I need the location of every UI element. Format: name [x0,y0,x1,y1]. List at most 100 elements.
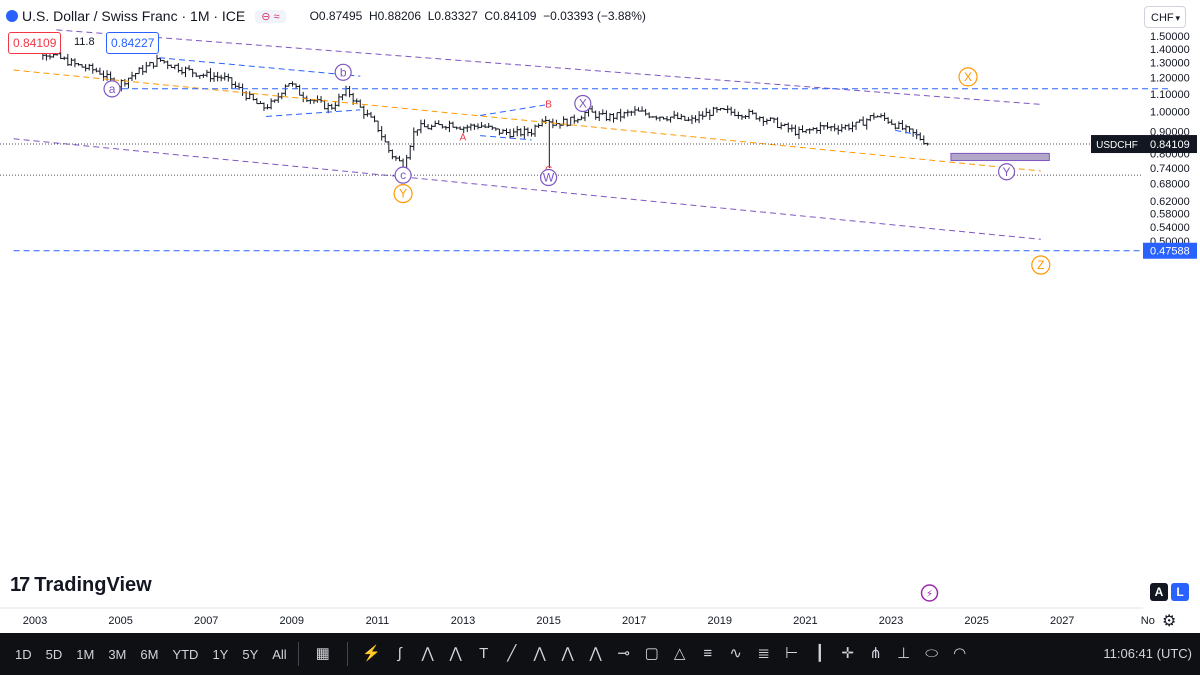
plot-area [0,0,1143,608]
triangle-icon[interactable]: △ [673,645,686,662]
price-chart[interactable]: abcYABCWXXYZ 1.500001.400001.300001.2000… [0,0,1200,633]
ohlc-high: H0.88206 [368,9,422,23]
arc-icon[interactable]: ◠ [953,645,967,662]
gear-icon[interactable]: ⚙ [1162,613,1177,630]
wave-tool-icon[interactable]: ⋀ [421,645,434,662]
triangle-upper-line [159,57,361,77]
sell-price-button[interactable]: 0.84109 [8,32,62,54]
toolbar-divider [297,642,299,666]
timeframe-6m[interactable]: 6M [140,646,159,662]
fib-retracement-icon[interactable]: ≡ [703,645,713,662]
symbol-title[interactable]: U.S. Dollar / Swiss Franc · 1M · ICE [22,8,246,24]
time-tick-label: 2005 [108,615,132,627]
time-tick-label: 2003 [23,615,47,627]
time-tick-label: 2019 [708,615,732,627]
wave-label-a: a [109,82,116,96]
text-tool-icon[interactable]: T [479,645,489,662]
currency-label: CHF [1151,12,1174,24]
wave-label-circle [394,166,412,184]
ohlc-open: O0.87495 [309,9,363,23]
time-tick-label: 2013 [451,615,475,627]
bottom-toolbar: 1D 5D 1M 3M 6M YTD 1Y 5Y All ▦ ⚡ ∫ ⋀ ⋀ T… [0,633,1200,675]
curve-tool-icon[interactable]: ∫ [397,645,402,662]
wxyxz-wave-icon[interactable]: ⋀ [589,645,602,662]
price-tick-label: 1.40000 [1150,44,1190,56]
calendar-icon[interactable]: ▦ [315,645,330,662]
bar-pattern-icon[interactable]: ┃ [815,645,825,662]
wave-label-a: A [460,133,467,144]
ohlc-change: −0.03393 (−3.88%) [543,9,646,23]
timeframe-1d[interactable]: 1D [15,646,32,662]
price-tick-label: 1.50000 [1150,31,1190,43]
wave-label-w: W [543,171,555,185]
timeframe-5d[interactable]: 5D [45,646,63,662]
time-axis[interactable]: 2003 2005 2007 2009 2011 2013 2015 2017 2019 2021… [0,584,1155,627]
chevron-down-icon: ▾ [1175,13,1180,23]
target-zone-box [950,152,1050,162]
time-tick-label: 2017 [622,615,646,627]
timeframe-ytd[interactable]: YTD [172,646,199,662]
price-tick-label: 0.74000 [1150,163,1190,175]
wave-label-y: Y [399,187,407,201]
abc-wave-icon[interactable]: ⋀ [533,645,546,662]
auto-scale-button[interactable]: A [1150,583,1168,601]
path-icon[interactable]: ∿ [729,645,742,662]
wave-label-circle [334,63,352,81]
trend-line-icon[interactable]: ╱ [507,645,517,662]
price-tick-label: 0.58000 [1150,208,1190,220]
wave-label-x: X [964,70,972,84]
indicators-toggle[interactable]: ⊖ ≈ [255,9,286,23]
currency-selector[interactable]: CHF ▾ [1144,6,1186,28]
wave-labels-group: abcYABCWXXYZ [103,63,1051,275]
ellipse-icon[interactable]: ⬭ [925,645,939,662]
timeframe-all[interactable]: All [272,646,287,662]
low-level-value: 0.47588 [1150,246,1190,258]
horizontal-ray-icon[interactable]: ⊸ [617,645,630,662]
crosshair-icon[interactable]: ✛ [841,645,854,662]
price-tick-label: 0.68000 [1150,179,1190,191]
utc-clock[interactable]: 11:06:41 (UTC) [1103,646,1192,661]
time-tick-label: 2015 [536,615,560,627]
date-range-icon[interactable]: ⊢ [785,645,799,662]
wave-label-c: c [400,168,406,182]
tradingview-logo[interactable]: 17 TradingView [10,574,152,597]
wxy-wave-icon[interactable]: ⋀ [561,645,574,662]
wave-label-circle [103,80,121,98]
price-tick-label: 1.30000 [1150,58,1190,70]
event-marker-icon [920,584,939,602]
timeframe-1m[interactable]: 1M [76,646,95,662]
time-tick-label: 2011 [366,615,390,627]
rectangle-icon[interactable]: ▢ [644,645,659,662]
time-tick-label: No [1141,615,1155,627]
long-position-icon[interactable]: ≣ [757,645,770,662]
timeframe-3m[interactable]: 3M [108,646,127,662]
log-scale-button[interactable]: L [1171,583,1189,601]
timeframe-1y[interactable]: 1Y [212,646,229,662]
price-tick-label: 1.10000 [1150,89,1190,101]
ruler-icon[interactable]: ⋔ [869,645,882,662]
logo-text: TradingView [34,574,152,596]
magic-pen-icon[interactable]: ⚡ [362,645,382,662]
last-price-value: 0.84109 [1150,139,1190,151]
last-price-value-tag [1143,135,1197,154]
time-tick-label: 2009 [280,615,304,627]
wave-label-circle [1031,255,1051,275]
time-tick-label: 2021 [793,615,817,627]
lightning-icon: ⚡ [926,589,933,600]
buy-price-button[interactable]: 0.84227 [106,32,160,54]
wave-label-b: B [545,99,552,110]
wave-label-circle [574,94,592,113]
price-tick-label: 1.20000 [1150,73,1190,85]
price-tick-label: 0.54000 [1150,222,1190,234]
wave-label-circle [393,184,413,204]
upper-channel-line [56,29,1041,105]
wave-label-circle [958,67,978,87]
price-tick-label: 0.62000 [1150,196,1190,208]
price-range-icon[interactable]: ⊥ [897,645,911,662]
wave-label-b: b [340,65,347,79]
abcde-tool-icon[interactable]: ⋀ [449,645,462,662]
median-channel-line [13,69,1041,172]
wave-label-x: X [579,96,587,110]
timeframe-5y[interactable]: 5Y [242,646,259,662]
